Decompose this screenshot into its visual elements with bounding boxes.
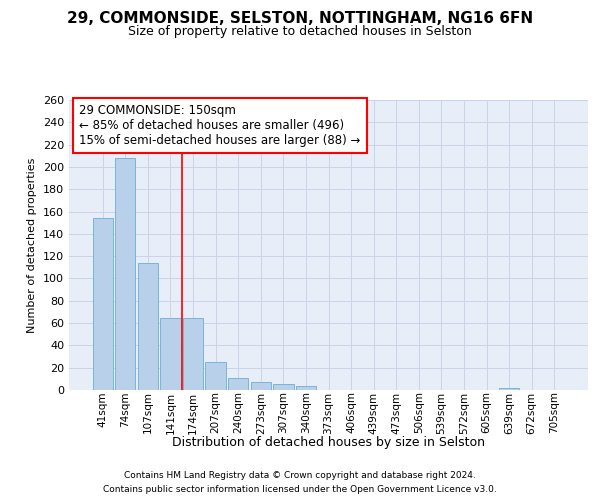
Bar — [138, 263, 158, 390]
Text: Contains public sector information licensed under the Open Government Licence v3: Contains public sector information licen… — [103, 484, 497, 494]
Bar — [205, 362, 226, 390]
Bar — [228, 378, 248, 390]
Y-axis label: Number of detached properties: Number of detached properties — [28, 158, 37, 332]
Text: Size of property relative to detached houses in Selston: Size of property relative to detached ho… — [128, 25, 472, 38]
Text: Contains HM Land Registry data © Crown copyright and database right 2024.: Contains HM Land Registry data © Crown c… — [124, 472, 476, 480]
Bar — [160, 318, 181, 390]
Bar — [296, 386, 316, 390]
Bar — [115, 158, 136, 390]
Text: 29, COMMONSIDE, SELSTON, NOTTINGHAM, NG16 6FN: 29, COMMONSIDE, SELSTON, NOTTINGHAM, NG1… — [67, 11, 533, 26]
Text: 29 COMMONSIDE: 150sqm
← 85% of detached houses are smaller (496)
15% of semi-det: 29 COMMONSIDE: 150sqm ← 85% of detached … — [79, 104, 361, 148]
Bar — [251, 382, 271, 390]
Text: Distribution of detached houses by size in Selston: Distribution of detached houses by size … — [172, 436, 485, 449]
Bar — [499, 388, 519, 390]
Bar — [92, 218, 113, 390]
Bar — [183, 318, 203, 390]
Bar — [273, 384, 293, 390]
